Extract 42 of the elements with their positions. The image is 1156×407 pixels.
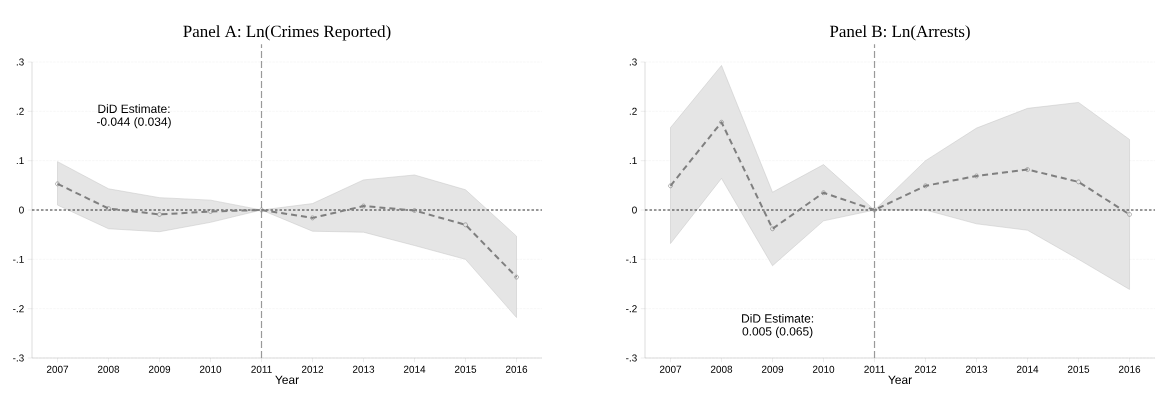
x-tick-label: 2012 — [914, 365, 937, 373]
x-tick-label: 2008 — [97, 365, 120, 373]
x-tick-label: 2014 — [403, 365, 426, 373]
y-tick-label: -.1 — [13, 255, 24, 263]
y-tick-label: .1 — [629, 157, 637, 165]
y-tick-label: -.3 — [626, 354, 637, 362]
x-tick-label: 2009 — [148, 365, 171, 373]
x-axis-title: Year — [888, 375, 912, 384]
x-tick-label: 2009 — [761, 365, 784, 373]
x-tick-label: 2010 — [812, 365, 835, 373]
x-tick-label: 2013 — [352, 365, 375, 373]
annotation: DiD Estimate: — [742, 313, 814, 323]
x-tick-label: 2015 — [454, 365, 477, 373]
x-tick-label: 2011 — [864, 365, 885, 373]
y-tick-label: .2 — [16, 107, 24, 115]
y-tick-label: -.1 — [626, 255, 637, 263]
x-tick-label: 2007 — [46, 365, 69, 373]
x-tick-label: 2016 — [1118, 365, 1141, 373]
y-tick-label: .1 — [16, 157, 24, 165]
y-tick-label: -.2 — [626, 305, 637, 313]
x-tick-label: 2007 — [659, 365, 682, 373]
x-tick-label: 2015 — [1067, 365, 1090, 373]
x-tick-label: 2008 — [710, 365, 733, 373]
chart-title: Panel B: Ln(Arrests) — [829, 25, 970, 41]
annotation: DiD Estimate: — [98, 104, 170, 113]
x-tick-label: 2011 — [251, 365, 272, 373]
y-tick-label: 0 — [632, 206, 637, 214]
x-axis-title: Year — [275, 375, 299, 384]
x-tick-label: 2016 — [505, 365, 528, 373]
chart-title: Panel A: Ln(Crimes Reported) — [183, 25, 391, 41]
x-tick-label: 2010 — [199, 365, 222, 373]
x-tick-label: 2014 — [1016, 365, 1039, 373]
x-tick-label: 2012 — [301, 365, 324, 373]
y-tick-label: .3 — [16, 58, 24, 66]
y-tick-label: -.2 — [13, 305, 24, 313]
y-tick-label: .3 — [629, 58, 637, 66]
annotation: -0.044 (0.034) — [96, 117, 171, 129]
annotation: 0.005 (0.065) — [742, 326, 813, 338]
y-tick-label: 0 — [19, 206, 24, 214]
y-tick-label: .2 — [629, 107, 637, 115]
y-tick-label: -.3 — [13, 354, 24, 362]
x-tick-label: 2013 — [965, 365, 988, 373]
